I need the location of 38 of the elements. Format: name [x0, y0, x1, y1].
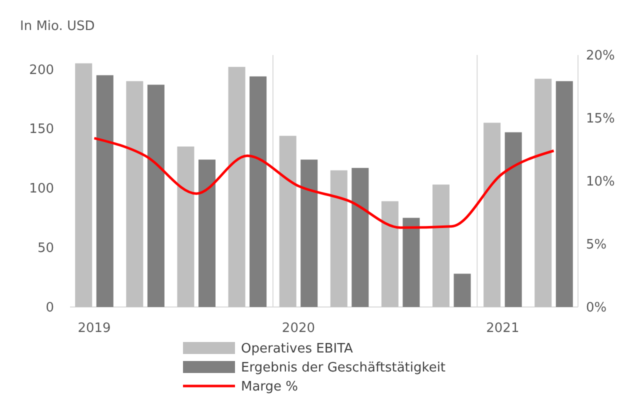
bar — [330, 170, 348, 307]
bar — [534, 78, 552, 307]
bar — [198, 160, 216, 307]
bar — [556, 81, 573, 307]
y-tick-label: 150 — [29, 122, 54, 138]
bar — [484, 122, 501, 307]
bar — [300, 160, 318, 307]
bar — [504, 132, 522, 307]
line-series — [93, 136, 555, 229]
y-axis-title: In Mio. USD — [20, 19, 95, 34]
legend-label: Marge % — [241, 380, 298, 395]
bar — [402, 218, 420, 307]
x-tick-label: 2020 — [282, 321, 316, 336]
y2-tick-label: 0% — [586, 300, 607, 316]
bar — [454, 274, 471, 307]
bar — [250, 76, 267, 307]
legend-label: Ergebnis der Geschäftstätigkeit — [241, 360, 446, 376]
y2-tick-label: 15% — [586, 112, 615, 127]
bar — [177, 146, 194, 307]
bar — [147, 84, 164, 307]
y-tick-label: 200 — [29, 62, 54, 78]
y2-tick-label: 5% — [586, 238, 607, 253]
bar — [352, 168, 369, 307]
y2-tick-label: 20% — [586, 48, 615, 64]
bar — [75, 63, 92, 307]
y-tick-label: 50 — [37, 241, 54, 256]
bar — [279, 136, 296, 307]
bar — [432, 184, 450, 307]
bar — [228, 66, 246, 307]
x-tick-label: 2021 — [486, 321, 520, 336]
bar — [96, 75, 114, 307]
x-tick-label: 2019 — [78, 321, 111, 336]
bar — [126, 81, 144, 307]
y-tick-label: 0 — [46, 300, 54, 316]
legend-label: Operatives EBITA — [241, 342, 353, 357]
bar — [381, 201, 398, 307]
y2-tick-label: 10% — [586, 174, 615, 190]
y-tick-label: 100 — [29, 182, 54, 197]
